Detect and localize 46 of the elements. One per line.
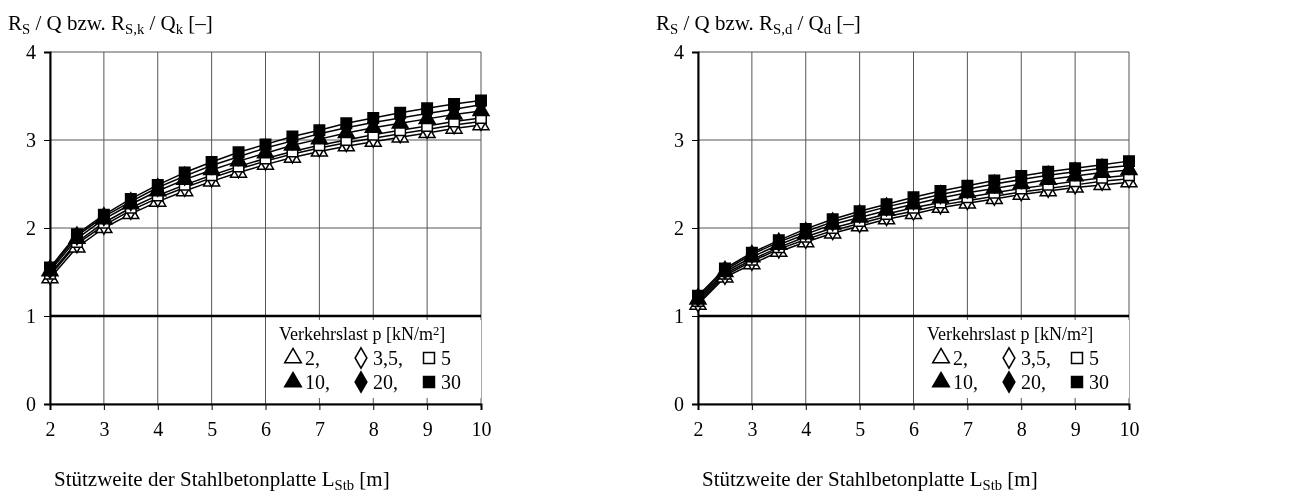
x-tick-label: 10 <box>471 418 492 441</box>
x-axis-title: Stützweite der Stahlbetonplatte L$_{Stb}$ [m] <box>702 467 1038 493</box>
x-tick-label: 2 <box>693 418 704 441</box>
y-tick-label: 0 <box>674 392 684 415</box>
x-tick-label: 5 <box>855 418 866 441</box>
y-tick-label: 3 <box>26 128 36 151</box>
x-tick-label: 3 <box>747 418 758 441</box>
legend-label: 20, <box>373 371 398 393</box>
legend-label: 30 <box>441 371 461 393</box>
legend-title: Verkehrslast p [kN/m$^{2}$] <box>927 323 1094 344</box>
y-tick-label: 4 <box>26 40 36 63</box>
y-tick-label: 4 <box>674 40 684 63</box>
x-axis-title: Stützweite der Stahlbetonplatte L$_{Stb}$ [m] <box>54 467 390 493</box>
y-tick-label: 0 <box>26 392 36 415</box>
legend-label: 2, <box>953 347 968 369</box>
x-tick-label: 4 <box>801 418 812 441</box>
legend-label: 3,5, <box>1021 347 1051 369</box>
x-tick-label: 6 <box>261 418 271 441</box>
y-axis-title: R$_{S}$ / Q bzw. R$_{S,k}$ / Q$_{k}$ [–] <box>8 11 213 37</box>
legend-label: 10, <box>305 371 330 393</box>
y-tick-label: 3 <box>674 128 684 151</box>
y-tick-label: 2 <box>26 216 36 239</box>
x-tick-label: 3 <box>99 418 110 441</box>
x-tick-label: 2 <box>45 418 56 441</box>
y-tick-label: 1 <box>674 304 684 327</box>
x-tick-label: 5 <box>207 418 218 441</box>
legend-label: 20, <box>1021 371 1046 393</box>
x-tick-label: 8 <box>1016 418 1027 441</box>
y-tick-label: 2 <box>674 216 684 239</box>
x-tick-label: 7 <box>314 418 325 441</box>
x-tick-label: 10 <box>1119 418 1140 441</box>
x-tick-label: 9 <box>1070 418 1081 441</box>
legend-title: Verkehrslast p [kN/m$^{2}$] <box>279 323 446 344</box>
legend-label: 5 <box>1089 347 1099 369</box>
legend-label: 30 <box>1089 371 1109 393</box>
legend-label: 5 <box>441 347 451 369</box>
x-tick-label: 6 <box>909 418 919 441</box>
x-tick-label: 8 <box>368 418 379 441</box>
x-tick-label: 7 <box>962 418 973 441</box>
legend-label: 2, <box>305 347 320 369</box>
y-tick-label: 1 <box>26 304 36 327</box>
y-axis-title: R$_{S}$ / Q bzw. R$_{S,d}$ / Q$_{d}$ [–] <box>656 11 861 37</box>
x-tick-label: 4 <box>153 418 164 441</box>
legend-label: 10, <box>953 371 978 393</box>
x-tick-label: 9 <box>422 418 433 441</box>
legend-label: 3,5, <box>373 347 403 369</box>
